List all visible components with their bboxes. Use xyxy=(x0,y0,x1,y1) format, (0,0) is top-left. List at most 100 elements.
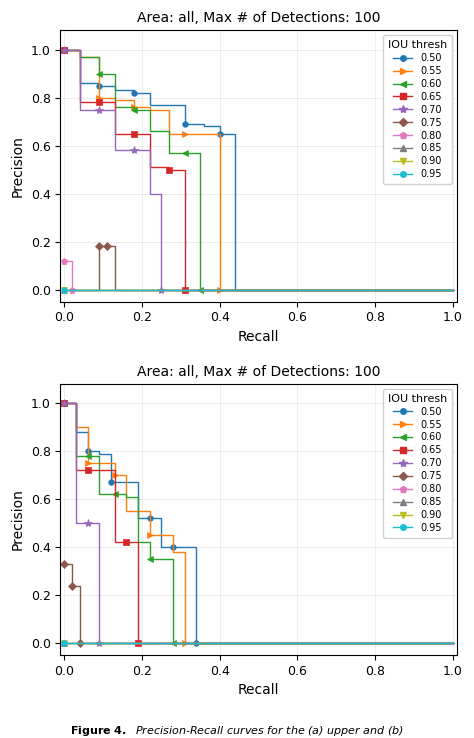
0.60 xyxy=(197,148,203,157)
0.65 xyxy=(62,399,67,407)
0.55 xyxy=(96,459,102,468)
0.75 xyxy=(69,559,75,568)
0.50 xyxy=(112,86,118,95)
0.55 xyxy=(147,106,153,114)
0.60 xyxy=(158,555,164,564)
0.50 xyxy=(193,542,199,551)
Line: 0.65: 0.65 xyxy=(64,49,453,289)
Title: Area: all, Max # of Detections: 100: Area: all, Max # of Detections: 100 xyxy=(137,365,380,379)
0.70 xyxy=(62,399,67,407)
0.55 xyxy=(217,129,222,138)
0.65 xyxy=(131,129,137,138)
0.50 xyxy=(147,89,153,97)
0.55 xyxy=(112,459,118,468)
0.75 xyxy=(62,285,67,294)
0.50 xyxy=(73,427,79,436)
0.55 xyxy=(131,103,137,111)
0.65 xyxy=(450,285,456,294)
0.55 xyxy=(73,399,79,407)
0.60 xyxy=(147,106,153,114)
0.55 xyxy=(96,459,102,468)
0.65 xyxy=(131,129,137,138)
0.60 xyxy=(73,452,79,461)
0.75 xyxy=(112,285,118,294)
0.60 xyxy=(131,106,137,114)
Title: Area: all, Max # of Detections: 100: Area: all, Max # of Detections: 100 xyxy=(137,11,380,25)
0.50 xyxy=(166,100,172,109)
0.55 xyxy=(166,129,172,138)
0.60 xyxy=(450,285,456,294)
0.70 xyxy=(112,146,118,155)
0.50 xyxy=(62,45,67,54)
0.65 xyxy=(96,98,102,107)
0.55 xyxy=(135,507,141,516)
0.55 xyxy=(158,531,164,539)
0.65 xyxy=(166,163,172,172)
0.55 xyxy=(158,531,164,539)
0.70 xyxy=(96,106,102,114)
0.65 xyxy=(166,165,172,174)
0.55 xyxy=(96,93,102,102)
0.70 xyxy=(77,106,82,114)
0.65 xyxy=(62,45,67,54)
0.65 xyxy=(182,165,188,174)
0.65 xyxy=(124,538,129,547)
0.60 xyxy=(131,103,137,111)
Line: 0.70: 0.70 xyxy=(64,403,453,643)
0.70 xyxy=(147,146,153,155)
0.70 xyxy=(73,399,79,407)
0.55 xyxy=(124,471,129,480)
0.60 xyxy=(77,45,82,54)
0.60 xyxy=(147,127,153,136)
0.55 xyxy=(170,531,176,539)
0.60 xyxy=(124,492,129,501)
0.65 xyxy=(85,466,91,475)
0.50 xyxy=(73,399,79,407)
0.55 xyxy=(62,45,67,54)
0.50 xyxy=(96,79,102,88)
0.50 xyxy=(232,129,238,138)
0.50 xyxy=(170,542,176,551)
0.80 xyxy=(69,285,75,294)
Y-axis label: Precision: Precision xyxy=(11,135,25,197)
0.60 xyxy=(85,452,91,461)
Text: $\bf{Figure\ 4.}$  Precision-Recall curves for the (a) upper and (b): $\bf{Figure\ 4.}$ Precision-Recall curve… xyxy=(70,724,404,738)
0.50 xyxy=(182,100,188,109)
0.70 xyxy=(131,146,137,155)
0.50 xyxy=(217,122,222,131)
0.55 xyxy=(112,93,118,102)
0.55 xyxy=(131,96,137,105)
Y-axis label: Precision: Precision xyxy=(11,489,25,551)
0.50 xyxy=(158,514,164,523)
0.50 xyxy=(201,120,207,128)
0.70 xyxy=(73,519,79,528)
0.50 xyxy=(182,542,188,551)
0.60 xyxy=(450,638,456,647)
0.55 xyxy=(166,106,172,114)
0.50 xyxy=(112,81,118,90)
0.50 xyxy=(131,89,137,97)
0.55 xyxy=(135,507,141,516)
0.70 xyxy=(77,45,82,54)
0.60 xyxy=(62,45,67,54)
0.50 xyxy=(77,79,82,88)
0.50 xyxy=(108,449,114,458)
0.60 xyxy=(77,52,82,61)
0.60 xyxy=(166,127,172,136)
0.70 xyxy=(450,638,456,647)
0.55 xyxy=(450,285,456,294)
0.55 xyxy=(170,548,176,556)
0.60 xyxy=(147,555,153,564)
0.50 xyxy=(232,285,238,294)
0.65 xyxy=(450,638,456,647)
0.65 xyxy=(182,285,188,294)
0.55 xyxy=(77,45,82,54)
0.60 xyxy=(96,452,102,461)
0.60 xyxy=(147,538,153,547)
0.60 xyxy=(197,285,203,294)
0.50 xyxy=(170,542,176,551)
0.50 xyxy=(147,514,153,523)
0.55 xyxy=(77,52,82,61)
0.65 xyxy=(112,129,118,138)
Line: 0.75: 0.75 xyxy=(64,246,453,289)
